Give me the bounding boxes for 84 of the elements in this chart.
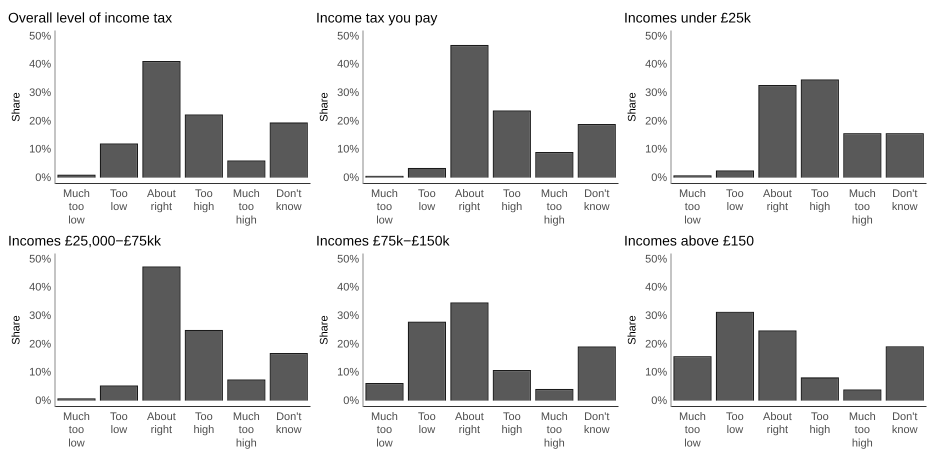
y-tick-label: 20% <box>29 338 52 350</box>
y-axis-title: Share <box>10 315 23 345</box>
x-tick-label: Don't know <box>892 411 918 436</box>
y-tick-label: 20% <box>337 115 360 128</box>
x-tick-label: Much too high <box>540 188 568 226</box>
x-tick-label: About right <box>455 188 484 214</box>
x-tick-label: Much too low <box>62 188 90 226</box>
y-axis-title: Share <box>626 315 639 345</box>
y-tick-label: 10% <box>337 366 360 379</box>
y-tick-label: 40% <box>337 282 360 294</box>
x-tick-label: Don't know <box>892 188 918 214</box>
chart-title: Income tax you pay <box>316 9 438 26</box>
y-tick-label: 0% <box>651 172 668 184</box>
y-tick-label: 20% <box>337 338 360 350</box>
x-tick-label: About right <box>763 188 792 214</box>
x-tick-label: About right <box>763 411 792 436</box>
y-tick-label: 10% <box>337 144 360 156</box>
y-tick-label: 30% <box>645 310 668 322</box>
y-tick-label: 40% <box>29 282 52 294</box>
y-tick-label: 30% <box>645 87 668 99</box>
y-tick-label: 50% <box>29 30 52 42</box>
y-axis-title: Share <box>318 92 331 122</box>
y-tick-label: 10% <box>645 366 668 379</box>
y-tick-label: 30% <box>29 87 52 99</box>
y-tick-label: 10% <box>645 144 668 156</box>
y-tick-label: 0% <box>651 394 668 407</box>
y-tick-label: 40% <box>645 58 668 71</box>
x-tick-label: Much too high <box>848 411 876 450</box>
x-tick-label: Don't know <box>584 411 610 436</box>
y-axis-title: Share <box>10 92 23 122</box>
x-tick-label: Too high <box>193 411 214 436</box>
y-tick-label: 50% <box>337 253 360 266</box>
y-tick-label: 30% <box>337 310 360 322</box>
x-tick-label: About right <box>147 411 176 436</box>
y-tick-label: 30% <box>29 310 52 322</box>
x-tick-label: Too low <box>110 411 128 436</box>
y-tick-label: 10% <box>29 366 52 379</box>
x-tick-label: Much too low <box>678 188 706 226</box>
chart-title: Incomes under £25k <box>624 9 752 26</box>
x-tick-label: Much too high <box>540 411 568 450</box>
y-tick-label: 50% <box>645 253 668 266</box>
x-tick-label: Too low <box>726 188 744 214</box>
x-tick-label: Much too low <box>678 411 706 450</box>
x-tick-label: Much too high <box>232 411 260 450</box>
x-tick-label: About right <box>147 188 176 214</box>
x-tick-label: Too low <box>726 411 744 436</box>
y-tick-label: 20% <box>645 338 668 350</box>
x-tick-label: Don't know <box>276 411 302 436</box>
x-tick-label: Much too low <box>370 411 398 450</box>
x-tick-label: Too low <box>418 188 436 214</box>
x-tick-label: Much too low <box>370 188 398 226</box>
x-tick-label: Too low <box>110 188 128 214</box>
y-tick-label: 10% <box>29 144 52 156</box>
y-axis-title: Share <box>318 315 331 345</box>
chart-title: Incomes £25,000−£75kk <box>8 232 162 248</box>
y-tick-label: 40% <box>645 282 668 294</box>
x-tick-label: Too high <box>193 188 214 214</box>
x-tick-label: Too high <box>809 188 830 214</box>
x-tick-label: Too high <box>501 411 522 436</box>
y-tick-label: 0% <box>343 394 360 407</box>
chart-title: Incomes above £150 <box>624 232 754 248</box>
y-tick-label: 30% <box>337 87 360 99</box>
x-tick-label: Too high <box>501 188 522 214</box>
x-tick-label: About right <box>455 411 484 436</box>
x-tick-label: Much too high <box>848 188 876 226</box>
y-axis-title: Share <box>626 92 639 122</box>
y-tick-label: 50% <box>337 30 360 42</box>
y-tick-label: 50% <box>29 253 52 266</box>
y-tick-label: 50% <box>645 30 668 42</box>
x-tick-label: Too low <box>418 411 436 436</box>
x-tick-label: Too high <box>809 411 830 436</box>
x-tick-label: Much too high <box>232 188 260 226</box>
y-tick-label: 0% <box>343 172 360 184</box>
x-tick-label: Much too low <box>62 411 90 450</box>
y-tick-label: 20% <box>645 115 668 128</box>
y-tick-label: 0% <box>35 394 52 407</box>
y-tick-label: 40% <box>29 58 52 71</box>
chart-title: Overall level of income tax <box>8 9 172 26</box>
y-tick-label: 20% <box>29 115 52 128</box>
y-tick-label: 0% <box>35 172 52 184</box>
y-tick-label: 40% <box>337 58 360 71</box>
x-tick-label: Don't know <box>276 188 302 214</box>
chart-title: Incomes £75k−£150k <box>316 232 450 248</box>
x-tick-label: Don't know <box>584 188 610 214</box>
